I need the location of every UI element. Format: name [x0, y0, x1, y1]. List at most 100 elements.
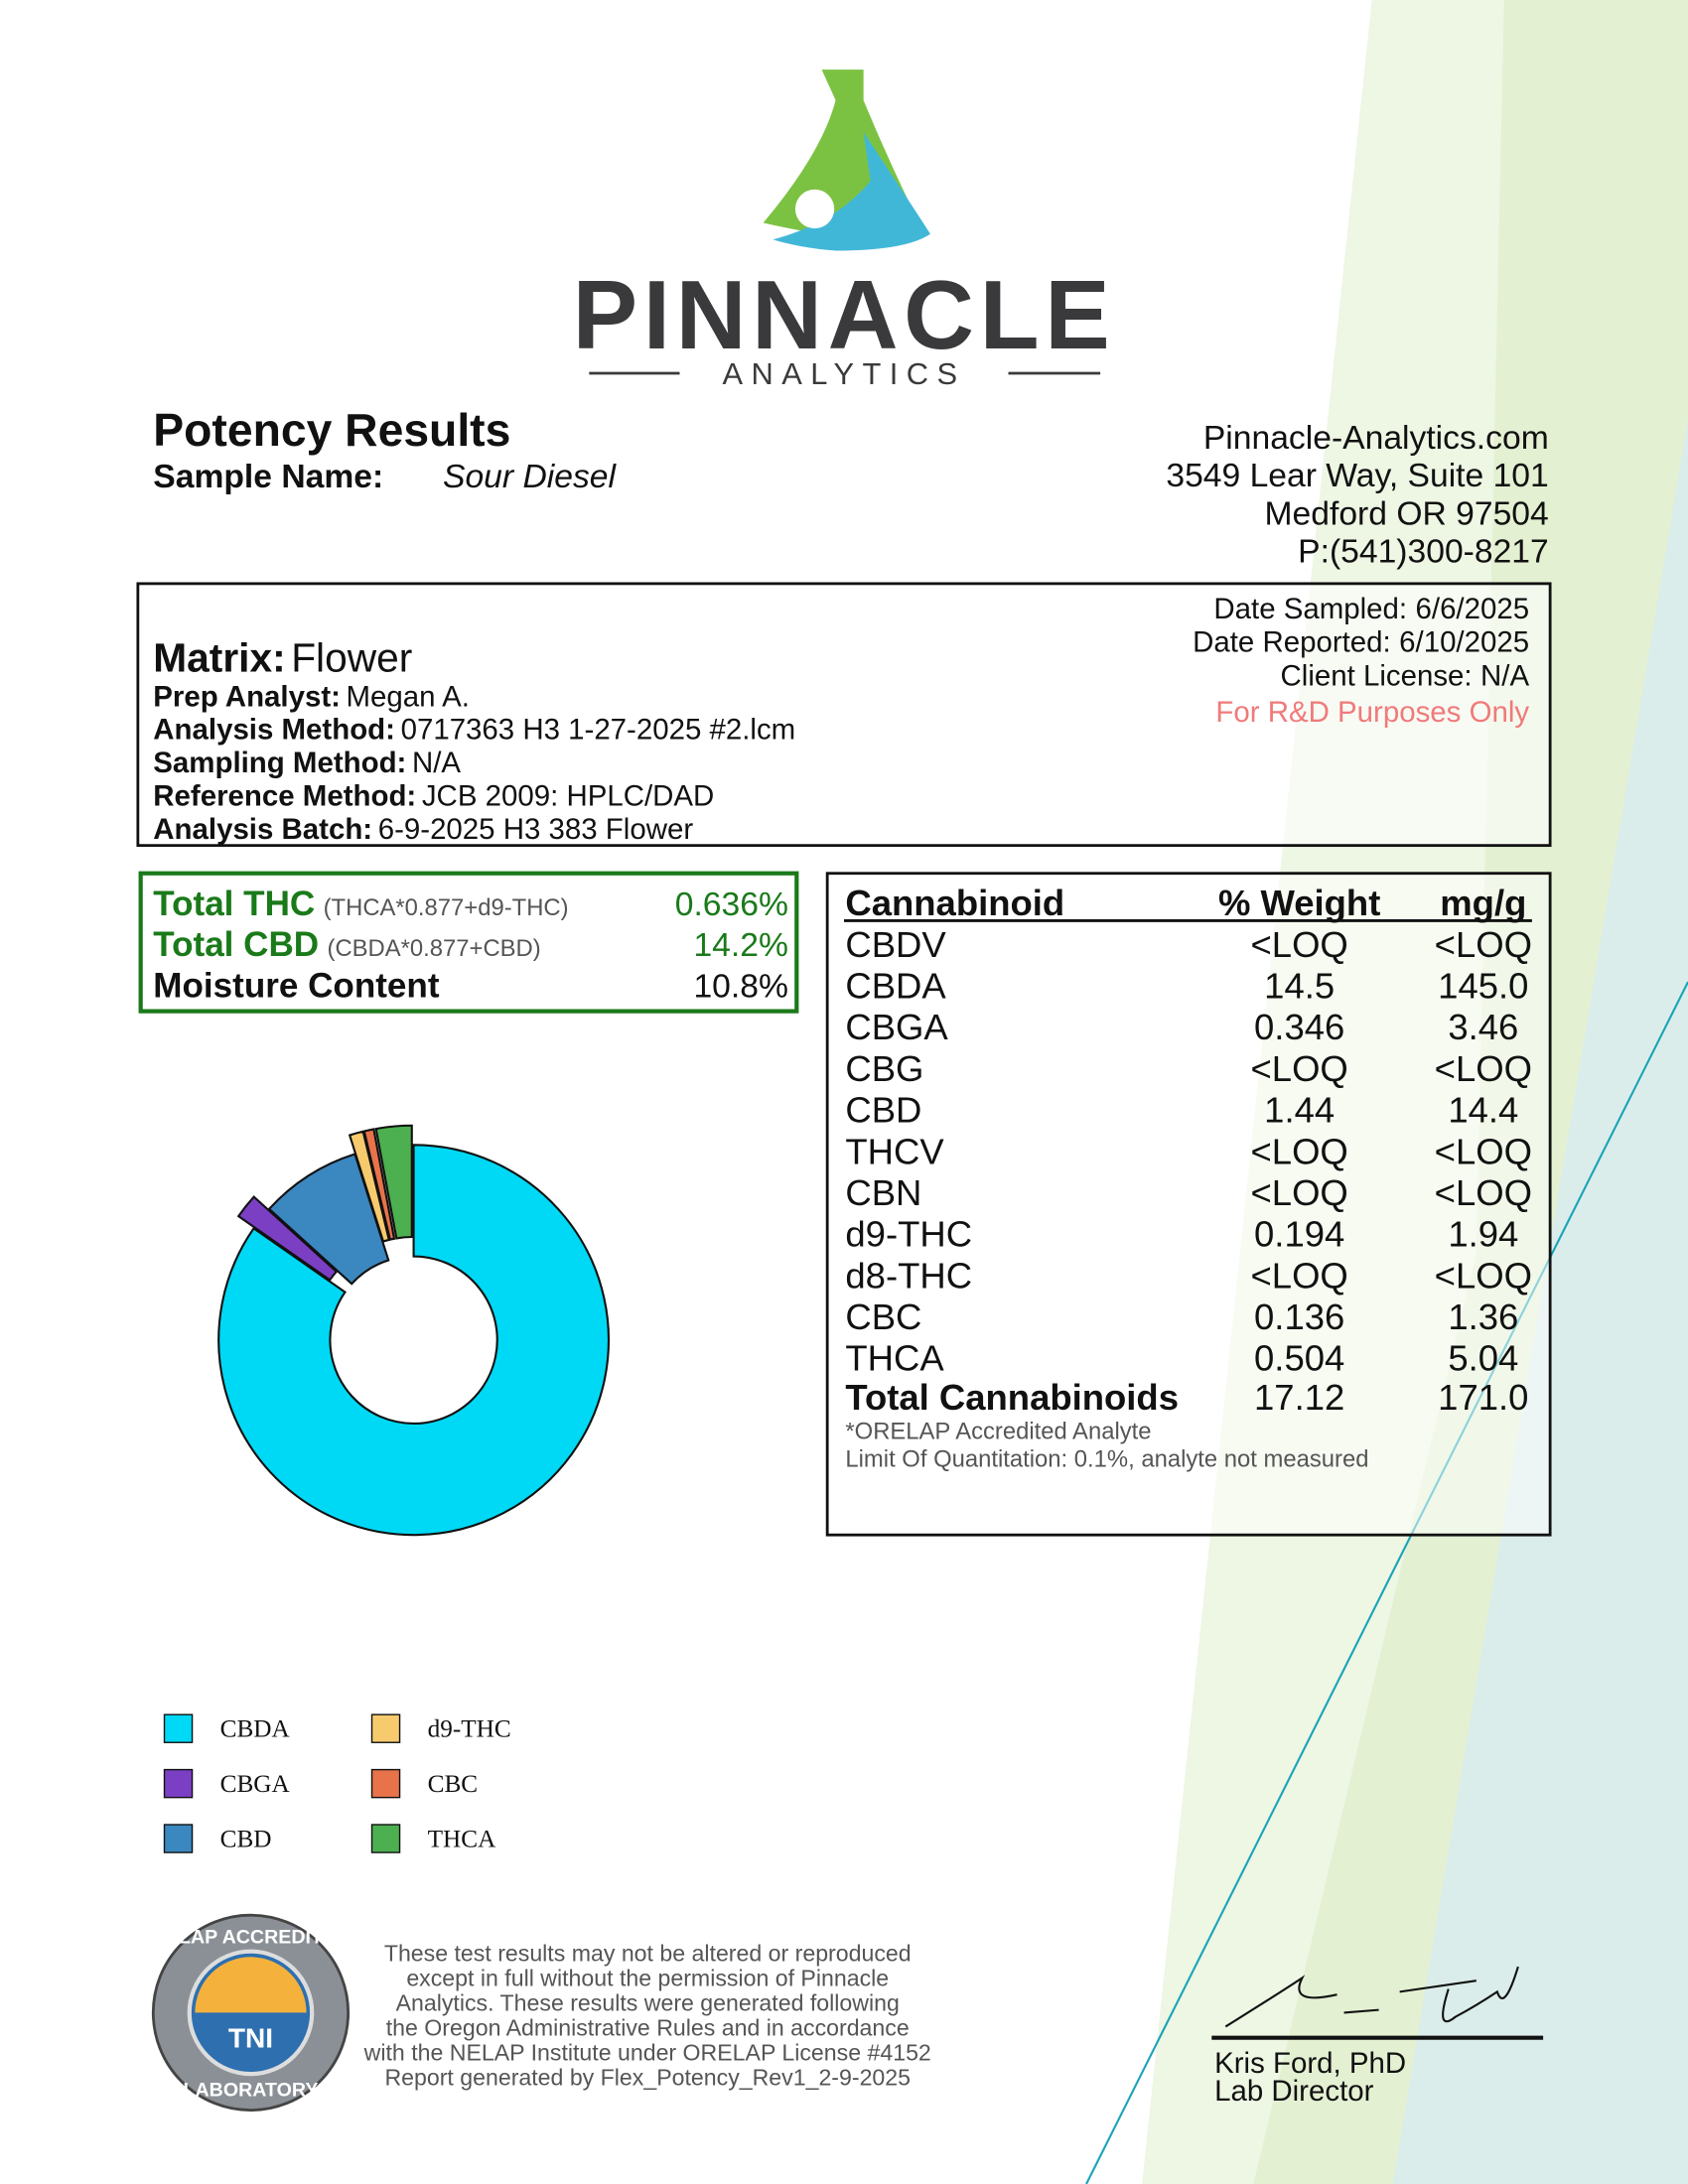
table-cell: 0.136	[1254, 1297, 1344, 1337]
sample-name: Sour Diesel	[443, 459, 617, 495]
table-cell: 14.4	[1448, 1090, 1518, 1131]
legend-label: CBDA	[220, 1715, 291, 1743]
pie-slice	[348, 1130, 391, 1243]
table-cell: <LOQ	[1251, 1131, 1348, 1171]
table-cell: CBGA	[845, 1007, 948, 1047]
field-value: JCB 2009: HPLC/DAD	[422, 780, 714, 813]
table-cell: 145.0	[1438, 966, 1528, 1007]
table-cell: 0.194	[1254, 1214, 1344, 1255]
date-value: 6/10/2025	[1399, 626, 1529, 659]
field-label: Analysis Batch:	[153, 813, 372, 846]
table-cell: CBD	[845, 1090, 921, 1131]
badge-top: NELAP ACCREDITED	[152, 1926, 351, 1948]
table-cell: CBG	[845, 1048, 923, 1089]
date-label: Date Reported:	[1193, 626, 1391, 659]
legend-label: CBGA	[220, 1770, 291, 1798]
field-label: Analysis Method:	[153, 714, 395, 747]
table-box	[825, 872, 1552, 1537]
table-cell: 0.504	[1254, 1338, 1344, 1379]
bg-line	[1085, 981, 1688, 2184]
table-cell: <LOQ	[1251, 1048, 1348, 1089]
signature	[1224, 1966, 1519, 2028]
logo-name: PINNACLE	[573, 260, 1116, 369]
field-label: Sampling Method:	[153, 747, 406, 779]
contact-line: Medford OR 97504	[1265, 495, 1549, 532]
info-field: Analysis Method: 0717363 H3 1-27-2025 #2.…	[153, 714, 795, 747]
table-cell: 14.5	[1264, 966, 1335, 1007]
date-label: Client License:	[1281, 659, 1473, 692]
table-cell: THCV	[845, 1131, 944, 1171]
table-cell: THCA	[845, 1338, 944, 1379]
date-value: N/A	[1480, 659, 1529, 692]
legend-label: CBC	[428, 1770, 479, 1798]
table-cell: CBC	[845, 1297, 921, 1337]
table-header: % Weight	[1218, 883, 1380, 923]
matrix-value: Flower	[291, 634, 412, 680]
matrix: Matrix: Flower	[153, 634, 412, 680]
pie-slice	[217, 1144, 610, 1537]
disclaimer-line: Report generated by Flex_Potency_Rev1_2-…	[384, 2064, 911, 2090]
table-cell: <LOQ	[1435, 1131, 1532, 1171]
date-field: Date Reported: 6/10/2025	[1193, 626, 1529, 659]
disclaimer-line: with the NELAP Institute under ORELAP Li…	[363, 2039, 931, 2065]
legend-label: d9-THC	[428, 1715, 511, 1743]
table-header: Cannabinoid	[845, 883, 1064, 923]
disclaimer-line: except in full without the permission of…	[406, 1965, 889, 1990]
table-cell: 1.94	[1448, 1214, 1518, 1255]
table-cell: <LOQ	[1435, 1172, 1532, 1213]
table-cell: d9-THC	[845, 1214, 972, 1255]
field-value: Megan A.	[347, 680, 470, 713]
table-total: Total Cannabinoids	[845, 1377, 1179, 1418]
field-label: Prep Analyst:	[153, 680, 341, 713]
badge-bottom: LABORATORY	[184, 2080, 319, 2102]
matrix-label: Matrix:	[153, 634, 285, 680]
total-row: Total THC (THCA*0.877+d9-THC)	[153, 885, 568, 923]
field-value: 6-9-2025 H3 383 Flower	[378, 813, 694, 846]
table-cell: 1.44	[1264, 1090, 1335, 1131]
total-value: 0.636%	[675, 887, 788, 923]
table-cell: <LOQ	[1435, 924, 1532, 965]
info-field: Analysis Batch: 6-9-2025 H3 383 Flower	[153, 813, 693, 846]
table-cell: 0.346	[1254, 1007, 1344, 1047]
rd-note: For R&D Purposes Only	[1215, 696, 1529, 729]
table-total: 171.0	[1438, 1377, 1528, 1418]
table-cell: <LOQ	[1251, 1255, 1348, 1296]
table-total: 17.12	[1254, 1377, 1344, 1418]
title: Potency Results	[153, 404, 510, 456]
table-cell: 1.36	[1448, 1297, 1518, 1337]
info-field: Prep Analyst: Megan A.	[153, 680, 470, 713]
field-value: N/A	[412, 747, 461, 779]
legend-label: THCA	[428, 1825, 496, 1852]
date-field: Client License: N/A	[1281, 659, 1530, 692]
legend-label: CBD	[220, 1825, 272, 1852]
date-label: Date Sampled:	[1213, 593, 1407, 625]
table-cell: d8-THC	[845, 1255, 972, 1296]
pie-slice	[362, 1128, 396, 1241]
badge-mid: TNI	[228, 2022, 273, 2053]
legend-swatch	[370, 1768, 401, 1799]
total-value: 10.8%	[693, 969, 787, 1006]
total-row: Moisture Content	[153, 967, 440, 1006]
legend-swatch	[163, 1824, 194, 1853]
info-field: Sampling Method: N/A	[153, 747, 461, 779]
table-cell: 3.46	[1448, 1007, 1518, 1047]
disclaimer-line: the Oregon Administrative Rules and in a…	[386, 2014, 910, 2040]
table-cell: CBDA	[845, 966, 946, 1007]
disclaimer-line: Analytics. These results were generated …	[396, 1989, 900, 2015]
signer: Kris Ford, PhD	[1214, 2047, 1406, 2080]
footnote: Limit Of Quantitation: 0.1%, analyte not…	[845, 1445, 1368, 1472]
totals-box	[138, 871, 799, 1014]
date-field: Date Sampled: 6/6/2025	[1213, 593, 1529, 625]
total-row: Total CBD (CBDA*0.877+CBD)	[153, 925, 540, 964]
table-header: mg/g	[1440, 883, 1526, 923]
total-label: Total CBD	[153, 925, 319, 964]
field-label: Reference Method:	[153, 780, 416, 813]
legend-swatch	[163, 1713, 194, 1743]
date-value: 6/6/2025	[1416, 593, 1530, 625]
info-field: Reference Method: JCB 2009: HPLC/DAD	[153, 780, 714, 813]
legend-swatch	[163, 1768, 194, 1799]
table-cell: CBDV	[845, 924, 946, 965]
pie-slice	[236, 1195, 339, 1282]
